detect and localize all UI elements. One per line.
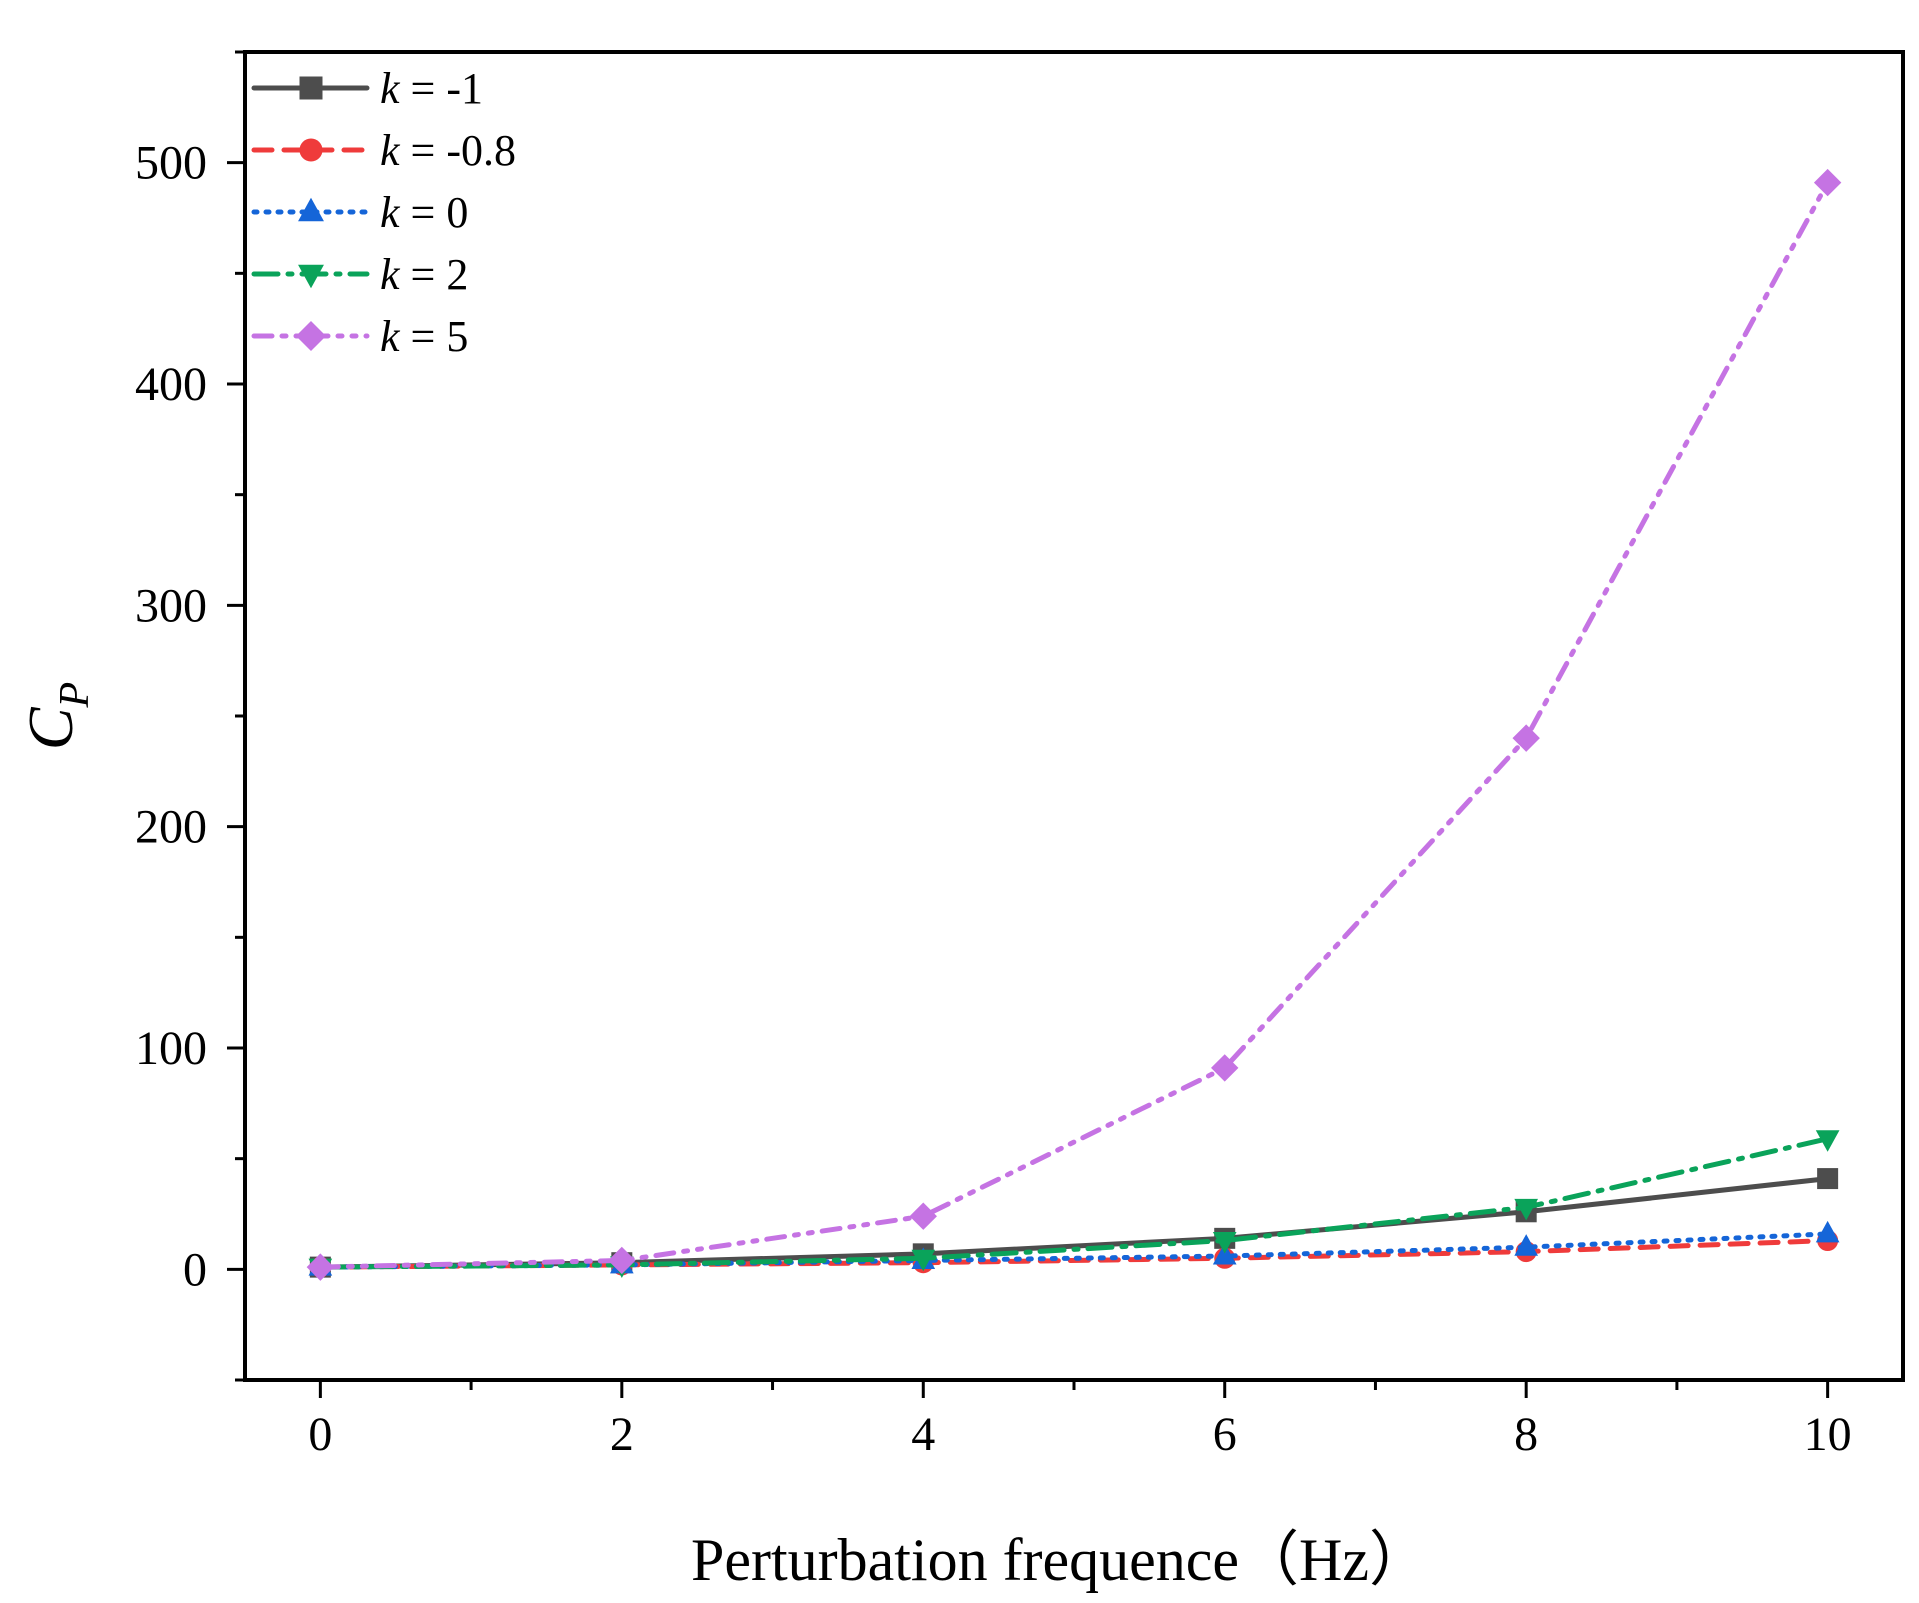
legend-label-value-1: = -0.8 <box>400 126 516 175</box>
y-axis-title-main: C <box>15 706 86 750</box>
legend-label-value-0: = -1 <box>400 64 483 113</box>
data-point-3-2 <box>911 1249 936 1272</box>
series-1 <box>309 1230 1839 1278</box>
y-tick-label-4: 400 <box>135 358 207 411</box>
data-point-3-4 <box>1514 1198 1539 1221</box>
series-layer <box>306 168 1842 1281</box>
x-tick-label-5: 10 <box>1804 1408 1852 1461</box>
data-point-2-4 <box>1514 1234 1539 1256</box>
series-4 <box>306 168 1842 1281</box>
legend-item-4: k = 5 <box>251 312 468 361</box>
legend-label-var-2: k <box>380 188 401 237</box>
legend-marker-0 <box>299 76 323 100</box>
y-tick-label-2: 200 <box>135 801 207 854</box>
legend-label-1: k = -0.8 <box>380 126 516 175</box>
legend-label-2: k = 0 <box>380 188 468 237</box>
y-tick-label-5: 500 <box>135 137 207 190</box>
y-axis-title: CP <box>15 682 98 750</box>
legend: k = -1k = -0.8k = 0k = 2k = 5 <box>251 64 516 361</box>
legend-marker-3 <box>298 264 324 289</box>
legend-item-0: k = -1 <box>251 64 483 113</box>
data-point-2-3 <box>1212 1243 1237 1265</box>
y-tick-label-3: 300 <box>135 579 207 632</box>
legend-label-value-2: = 0 <box>400 188 469 237</box>
legend-label-0: k = -1 <box>380 64 483 113</box>
data-point-3-3 <box>1212 1232 1237 1254</box>
x-tick-label-1: 2 <box>610 1408 634 1461</box>
legend-item-3: k = 2 <box>251 250 468 299</box>
x-tick-label-2: 4 <box>911 1408 935 1461</box>
legend-label-var-3: k <box>380 250 401 299</box>
legend-marker-4 <box>295 320 327 352</box>
legend-label-4: k = 5 <box>380 312 468 361</box>
x-tick-label-0: 0 <box>308 1408 332 1461</box>
legend-label-3: k = 2 <box>380 250 468 299</box>
y-tick-label-1: 100 <box>135 1022 207 1075</box>
legend-label-var-0: k <box>380 64 401 113</box>
series-line-3 <box>317 1136 1831 1270</box>
legend-item-1: k = -0.8 <box>251 126 516 175</box>
x-tick-label-3: 6 <box>1213 1408 1237 1461</box>
x-tick-label-4: 8 <box>1514 1408 1538 1461</box>
data-point-4-1 <box>608 1246 636 1275</box>
data-point-2-5 <box>1815 1220 1840 1243</box>
y-axis-title-sub: P <box>52 682 98 709</box>
data-point-4-3 <box>1211 1054 1239 1082</box>
legend-label-value-4: = 5 <box>400 312 469 361</box>
data-point-4-5 <box>1813 168 1842 197</box>
legend-label-var-1: k <box>380 126 401 175</box>
legend-marker-2 <box>298 197 324 222</box>
legend-marker-1 <box>299 138 323 162</box>
data-point-3-5 <box>1815 1130 1840 1152</box>
legend-label-value-3: = 2 <box>400 250 469 299</box>
data-point-4-0 <box>306 1253 335 1281</box>
series-line-4 <box>317 180 1831 1270</box>
legend-label-var-4: k <box>380 312 401 361</box>
data-point-4-4 <box>1512 724 1540 752</box>
legend-item-2: k = 0 <box>251 188 468 237</box>
data-point-0-5 <box>1817 1168 1839 1190</box>
plot-frame <box>243 50 1905 1382</box>
data-point-4-2 <box>909 1202 937 1230</box>
y-tick-label-0: 0 <box>183 1243 207 1296</box>
x-axis-title: Perturbation frequence（Hz） <box>691 1527 1429 1593</box>
